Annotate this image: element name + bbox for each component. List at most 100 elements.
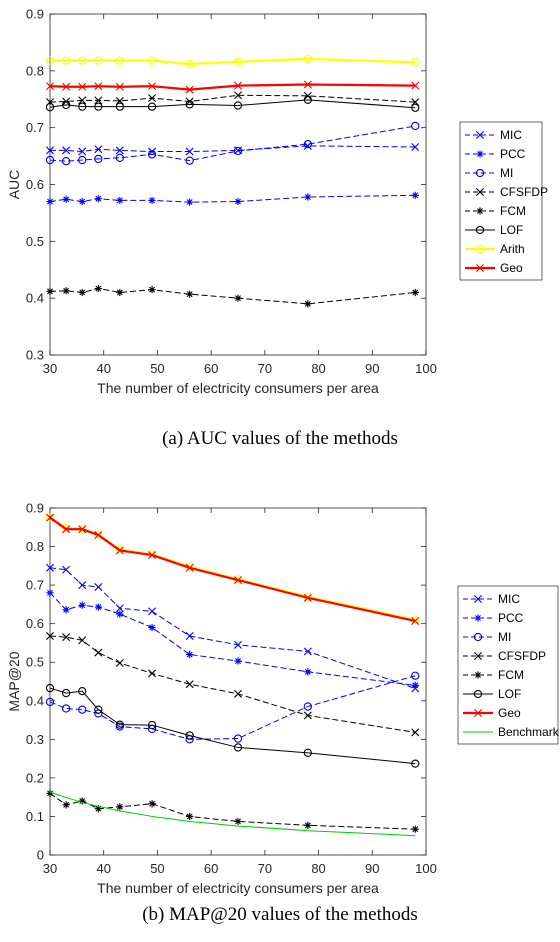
data-point (303, 647, 312, 656)
data-point (304, 300, 312, 308)
data-point (303, 54, 312, 64)
y-tick-label: 0.8 (26, 63, 44, 78)
data-point (234, 81, 242, 90)
data-point (94, 82, 103, 91)
y-tick-label: 0.6 (26, 616, 44, 631)
series-line (50, 145, 416, 153)
data-point (411, 728, 420, 737)
x-tick-label: 30 (43, 361, 57, 376)
data-point (61, 704, 71, 713)
data-point (411, 671, 420, 680)
data-point (61, 688, 71, 698)
x-tick-label: 60 (204, 861, 218, 876)
series-lof (45, 683, 420, 768)
data-point (233, 101, 243, 110)
series-line (49, 567, 416, 689)
x-tick-label: 80 (311, 361, 325, 376)
data-point (186, 650, 194, 659)
data-point (46, 563, 54, 572)
series-benchmark (49, 791, 416, 837)
series-line (49, 687, 416, 765)
data-point (234, 640, 242, 649)
data-point (303, 80, 312, 89)
data-point (411, 616, 420, 625)
series-line (49, 194, 416, 203)
data-point (115, 546, 124, 555)
data-point (78, 288, 86, 297)
series-line (50, 57, 416, 66)
series-line (49, 791, 416, 837)
y-tick-label: 0.9 (26, 501, 44, 516)
legend-marker (475, 244, 485, 254)
data-point (185, 632, 194, 640)
data-point (234, 817, 242, 826)
legend-marker (475, 225, 485, 235)
data-point (78, 102, 87, 111)
data-point (94, 583, 103, 592)
data-point (94, 154, 103, 164)
data-point (148, 800, 156, 808)
legend-marker (474, 709, 482, 717)
map20-chart: 30 40 50 60 70 80 90 100 0 0.1 0.2 0.3 0.4 0.5 0.6 0.7 0… (6, 501, 560, 897)
data-point (148, 82, 157, 91)
data-point (148, 623, 156, 632)
y-tick-label: 0 (37, 848, 44, 863)
data-point (46, 197, 54, 206)
data-point (78, 705, 87, 714)
data-point (411, 121, 420, 131)
legend-marker (476, 264, 484, 272)
caption-b: (b) MAP@20 values of the methods (142, 904, 418, 925)
data-point (94, 705, 103, 714)
data-point (46, 287, 54, 295)
data-point (62, 146, 71, 155)
series-line (49, 635, 416, 733)
legend-label: MI (498, 630, 511, 644)
data-point (115, 545, 124, 554)
data-point (46, 589, 54, 597)
legend-label: Arith (500, 242, 525, 256)
legend-label: LOF (498, 687, 521, 701)
plot-area (49, 507, 427, 856)
data-point (46, 513, 54, 522)
series-line (49, 287, 416, 305)
legend-label: Benchmark (498, 725, 560, 739)
data-point (62, 606, 70, 614)
y-tick-label: 0.5 (26, 655, 44, 670)
legend-label: PCC (498, 611, 524, 625)
data-point (78, 797, 86, 805)
data-point (148, 551, 157, 560)
data-point (62, 195, 70, 203)
data-point (94, 603, 102, 611)
data-point (45, 683, 55, 693)
data-point (147, 56, 157, 65)
y-tick-label: 0.6 (26, 177, 44, 192)
legend-marker (474, 671, 482, 679)
data-point (233, 57, 243, 66)
data-point (61, 523, 71, 533)
x-tick-label: 60 (204, 361, 218, 376)
data-point (304, 668, 312, 676)
data-point (116, 610, 124, 618)
data-point (411, 81, 420, 90)
data-point (94, 145, 103, 154)
series-cfsfdp (46, 632, 420, 737)
data-point (234, 657, 242, 665)
data-point (411, 681, 419, 689)
x-tick-label: 100 (415, 861, 437, 876)
caption-a: (a) AUC values of the methods (162, 428, 398, 449)
y-tick-label: 0.4 (26, 693, 44, 708)
data-point (185, 85, 194, 94)
y-tick-label: 0.7 (26, 120, 44, 135)
y-tick-label: 0.7 (26, 578, 44, 593)
data-point (411, 58, 420, 67)
data-point (116, 803, 124, 811)
data-point (233, 146, 243, 156)
data-point (94, 102, 103, 111)
legend-marker (473, 632, 483, 642)
data-point (45, 56, 55, 65)
legend-marker (475, 168, 485, 178)
data-point (94, 56, 103, 65)
data-point (233, 743, 243, 752)
series-lof (45, 95, 420, 112)
legend-marker (474, 652, 482, 660)
